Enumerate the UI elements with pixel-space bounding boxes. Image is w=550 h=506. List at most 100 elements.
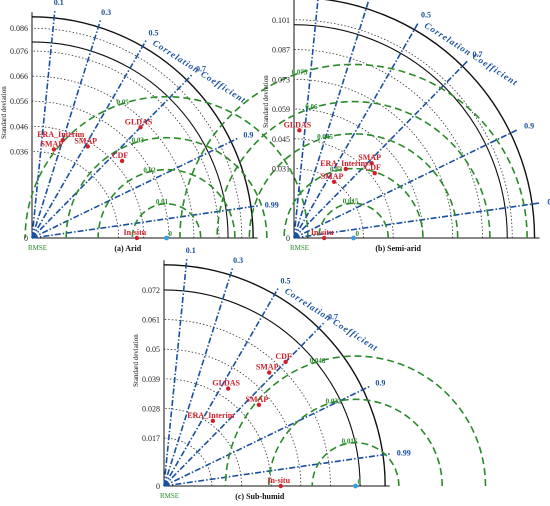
data-point-label: SMAP [246, 395, 269, 404]
std-tick-label: 0.017 [142, 434, 160, 443]
correlation-ray [293, 0, 319, 239]
outer-boundary-arc [323, 0, 536, 239]
rmse-axis-label: RMSE [290, 244, 309, 252]
data-point-marker [51, 147, 57, 152]
data-point-label: In-situ [267, 476, 290, 485]
correlation-ray [31, 137, 238, 239]
correlation-tick-label: 0.7 [328, 313, 338, 322]
std-tick-label: 0.076 [10, 47, 28, 56]
rmse-tick-label: 0 [356, 230, 360, 238]
std-dotted-arc [163, 319, 331, 487]
correlation-tick-label: 0.5 [149, 29, 159, 38]
observation-marker [351, 235, 356, 241]
rmse-tick-label: 0 [358, 478, 362, 486]
rmse-arc [224, 355, 487, 487]
rmse-tick-label: 0.03 [330, 165, 343, 173]
data-point-marker [331, 179, 337, 184]
correlation-ray [163, 288, 279, 487]
data-point-label: In-situ [311, 228, 334, 237]
rmse-tick-label: 0.02 [143, 166, 156, 174]
data-point-label: GLDAS [212, 379, 240, 388]
std-tick-label: 0.061 [142, 316, 160, 325]
data-point-marker [210, 418, 216, 424]
data-point-marker [60, 137, 65, 143]
std-tick-label: 0.056 [10, 97, 28, 106]
rmse-tick-label: 0.075 [292, 69, 308, 77]
observation-marker [164, 235, 169, 241]
correlation-ray [163, 259, 188, 487]
reference-std-arc [293, 24, 508, 239]
std-dotted-arc [31, 75, 195, 239]
correlation-ray [163, 453, 390, 487]
y-axis-label: Standard deviation [262, 75, 270, 128]
std-dotted-arc [31, 27, 243, 239]
correlation-tick-label: 0.1 [54, 0, 64, 7]
std-dotted-arc [31, 50, 220, 239]
rmse-arc [216, 100, 491, 239]
data-point-label: CDF [365, 163, 382, 172]
panel-caption: (c) Sub-humid [235, 492, 285, 501]
correlation-tick-label: 0.99 [265, 201, 279, 210]
std-dotted-arc [293, 19, 513, 239]
data-point-label: ERA_Interim [187, 411, 234, 420]
rmse-arc [268, 398, 443, 487]
data-point-marker [369, 160, 374, 166]
y-axis-label: Standard deviation [132, 334, 140, 387]
data-point-label: In-situ [124, 228, 147, 237]
std-tick-label: 0 [24, 234, 28, 243]
rmse-arc [65, 136, 268, 239]
data-point-marker [321, 235, 327, 241]
outer-boundary-arc [163, 264, 386, 487]
data-point-marker [283, 359, 288, 365]
std-tick-label: 0.072 [142, 286, 160, 295]
correlation-ray [163, 385, 370, 487]
std-dotted-arc [31, 150, 120, 239]
data-point-marker [85, 144, 90, 149]
correlation-tick-label: 0.9 [524, 122, 534, 131]
data-point-marker [278, 483, 283, 489]
data-point-marker [372, 171, 377, 176]
std-dotted-arc [293, 49, 483, 239]
correlation-ray [163, 268, 234, 487]
data-point-marker [343, 166, 348, 172]
correlation-ray [293, 202, 540, 239]
correlation-tick-label: 0.7 [196, 65, 206, 74]
std-tick-label: 0 [286, 234, 290, 243]
data-point-label: ERA_Interim [37, 130, 84, 139]
correlation-axis-title: Correlation Coefficient [423, 20, 520, 88]
correlation-ray [31, 40, 147, 239]
y-axis-label: Standard deviation [0, 86, 8, 139]
data-point-label: SMAP [256, 363, 279, 372]
correlation-tick-label: 0.5 [421, 11, 431, 20]
correlation-ray [163, 322, 325, 487]
rmse-tick-label: 0.015 [343, 198, 359, 206]
std-tick-label: 0.066 [10, 72, 28, 81]
data-point-marker [134, 235, 140, 241]
data-point-marker [138, 125, 143, 130]
correlation-tick-label: 0.99 [397, 449, 411, 458]
data-point-label: SMAP [41, 139, 64, 148]
rmse-tick-label: 0 [169, 230, 173, 238]
std-tick-label: 0.036 [10, 147, 28, 156]
data-point-label: CDF [275, 352, 292, 361]
correlation-ray [293, 129, 518, 239]
correlation-ray [293, 60, 469, 239]
correlation-tick-label: 0.9 [375, 379, 385, 388]
correlation-ray [293, 22, 419, 239]
observation-marker [353, 483, 358, 489]
rmse-arc [179, 63, 528, 239]
data-point-label: SMAP [358, 153, 381, 162]
std-tick-label: 0.073 [272, 75, 290, 84]
rmse-tick-label: 0.048 [310, 357, 326, 365]
correlation-tick-label: 0.9 [243, 131, 253, 140]
std-dotted-arc [31, 125, 145, 239]
correlation-tick-label: 0.5 [281, 277, 291, 286]
correlation-ray [31, 20, 102, 239]
correlation-ray [31, 74, 193, 239]
std-dotted-arc [293, 168, 364, 239]
correlation-tick-label: 0.1 [186, 246, 196, 255]
data-point-marker [225, 386, 231, 391]
std-tick-label: 0.046 [10, 122, 28, 131]
